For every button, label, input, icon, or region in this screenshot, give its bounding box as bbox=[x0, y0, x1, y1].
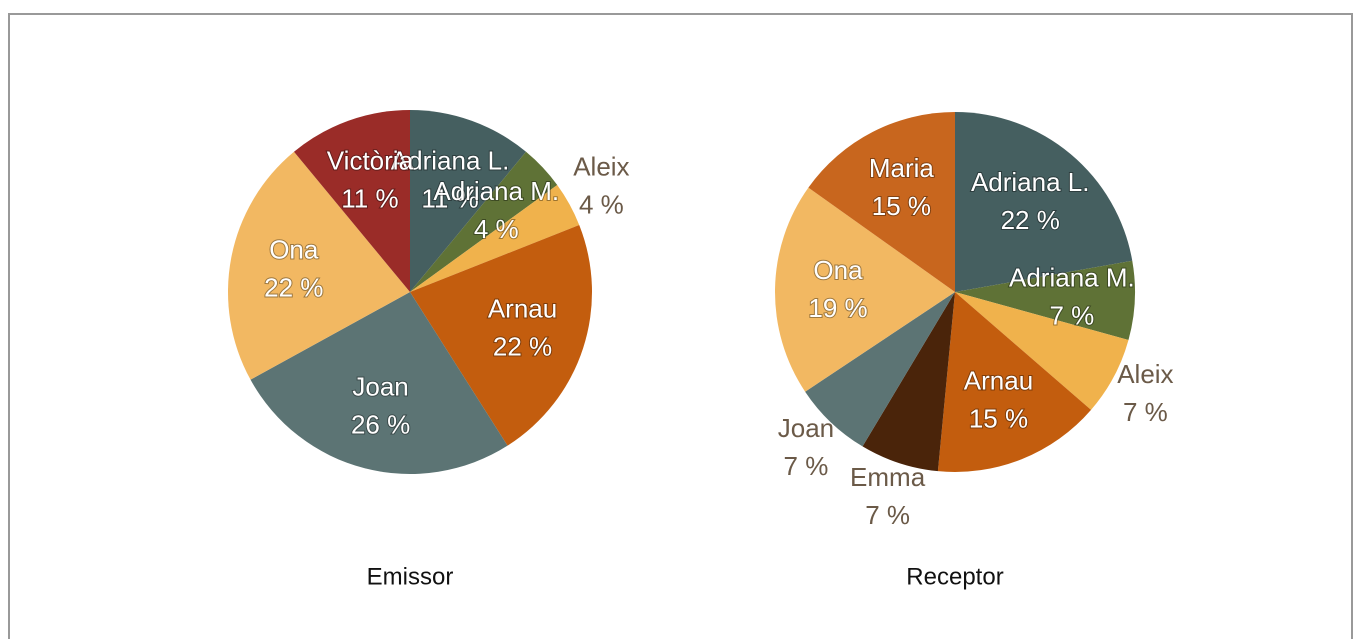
pie-slice bbox=[410, 225, 592, 446]
chart-title: Emissor bbox=[367, 563, 454, 590]
slice-value-label: 11 % bbox=[421, 184, 478, 214]
chart-title: Receptor bbox=[906, 563, 1003, 590]
pie-slice bbox=[955, 260, 1135, 340]
slice-value-label: 22 % bbox=[1001, 205, 1060, 235]
slice-value-label: 7 % bbox=[865, 500, 910, 530]
pie-slice bbox=[955, 292, 1129, 410]
slice-label: Adriana L. bbox=[391, 146, 510, 176]
slice-label: Aleix bbox=[573, 152, 629, 182]
slice-label: Joan bbox=[352, 371, 408, 401]
slice-label: Victòria bbox=[327, 146, 414, 176]
pie-slice bbox=[937, 292, 1092, 472]
slice-label: Ona bbox=[269, 235, 319, 265]
slice-value-label: 7 % bbox=[784, 451, 829, 481]
slice-label: Arnau bbox=[488, 293, 557, 323]
pie-slice bbox=[775, 187, 955, 392]
slice-label: Adriana M. bbox=[433, 176, 559, 206]
pie-slice bbox=[808, 111, 955, 292]
slice-value-label: 4 % bbox=[474, 214, 519, 244]
pie-slice bbox=[955, 112, 1133, 292]
pie-slice bbox=[410, 185, 580, 292]
slice-value-label: 22 % bbox=[493, 331, 552, 361]
slice-value-label: 26 % bbox=[351, 409, 410, 439]
pie-slice bbox=[250, 292, 508, 474]
slice-value-label: 11 % bbox=[341, 184, 398, 214]
pie-slice bbox=[862, 292, 955, 472]
slice-value-label: 19 % bbox=[808, 293, 867, 323]
pie-slice bbox=[410, 110, 527, 292]
pie-slice bbox=[293, 110, 410, 292]
slice-label: Emma bbox=[850, 462, 926, 492]
pie-slice bbox=[410, 151, 558, 292]
slice-label: Joan bbox=[778, 413, 834, 443]
slice-value-label: 15 % bbox=[872, 191, 931, 221]
slice-label: Ona bbox=[813, 255, 863, 285]
slice-label: Aleix bbox=[1117, 359, 1173, 389]
pie-slice bbox=[228, 151, 410, 380]
slice-label: Adriana L. bbox=[971, 167, 1090, 197]
slice-label: Adriana M. bbox=[1009, 262, 1135, 292]
pie-slice bbox=[805, 292, 955, 447]
frame bbox=[8, 13, 1353, 639]
slice-value-label: 4 % bbox=[579, 190, 624, 220]
slice-value-label: 22 % bbox=[264, 273, 323, 303]
slice-label: Arnau bbox=[964, 365, 1033, 395]
slice-value-label: 7 % bbox=[1049, 300, 1094, 330]
slice-value-label: 7 % bbox=[1123, 397, 1168, 427]
slice-value-label: 15 % bbox=[969, 403, 1028, 433]
slice-label: Maria bbox=[869, 153, 935, 183]
